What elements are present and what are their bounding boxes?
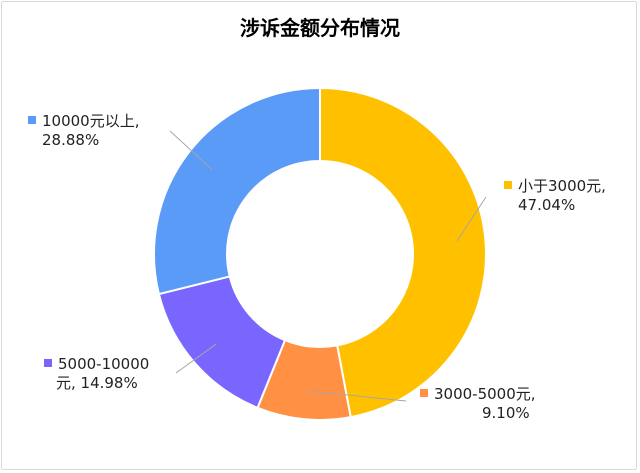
- marker-lt3000: [504, 181, 512, 189]
- chart-title: 涉诉金额分布情况: [240, 16, 400, 40]
- label-lt3000: 小于3000元, 47.04%: [504, 177, 606, 215]
- label-5000-10000-line2: 元, 14.98%: [56, 374, 138, 392]
- label-lt3000-line2: 47.04%: [518, 196, 576, 214]
- leader-5000-10000: [175, 343, 217, 374]
- marker-gt10000: [28, 116, 36, 124]
- label-3000-5000-line2: 9.10%: [482, 404, 530, 422]
- slice-gt10000: [153, 86, 321, 296]
- label-3000-5000-line1: 3000-5000元,: [434, 385, 536, 403]
- label-gt10000: 10000元以上, 28.88%: [28, 112, 140, 150]
- label-gt10000-line2: 28.88%: [42, 131, 100, 149]
- leader-gt10000: [169, 130, 213, 170]
- label-3000-5000: 3000-5000元, 9.10%: [420, 385, 536, 423]
- leader-3000-5000: [306, 390, 407, 402]
- label-5000-10000-line1: 5000-10000: [58, 355, 150, 373]
- slice-lt3000: [319, 86, 487, 419]
- donut-slices: [153, 86, 487, 421]
- label-5000-10000: 5000-10000 元, 14.98%: [44, 355, 149, 393]
- slice-5000-10000: [157, 275, 287, 410]
- marker-5000-10000: [44, 359, 52, 367]
- marker-3000-5000: [420, 389, 428, 397]
- label-gt10000-line1: 10000元以上,: [42, 112, 140, 130]
- leader-lt3000: [456, 196, 487, 242]
- label-lt3000-line1: 小于3000元,: [518, 177, 606, 195]
- leader-lines: [169, 130, 487, 402]
